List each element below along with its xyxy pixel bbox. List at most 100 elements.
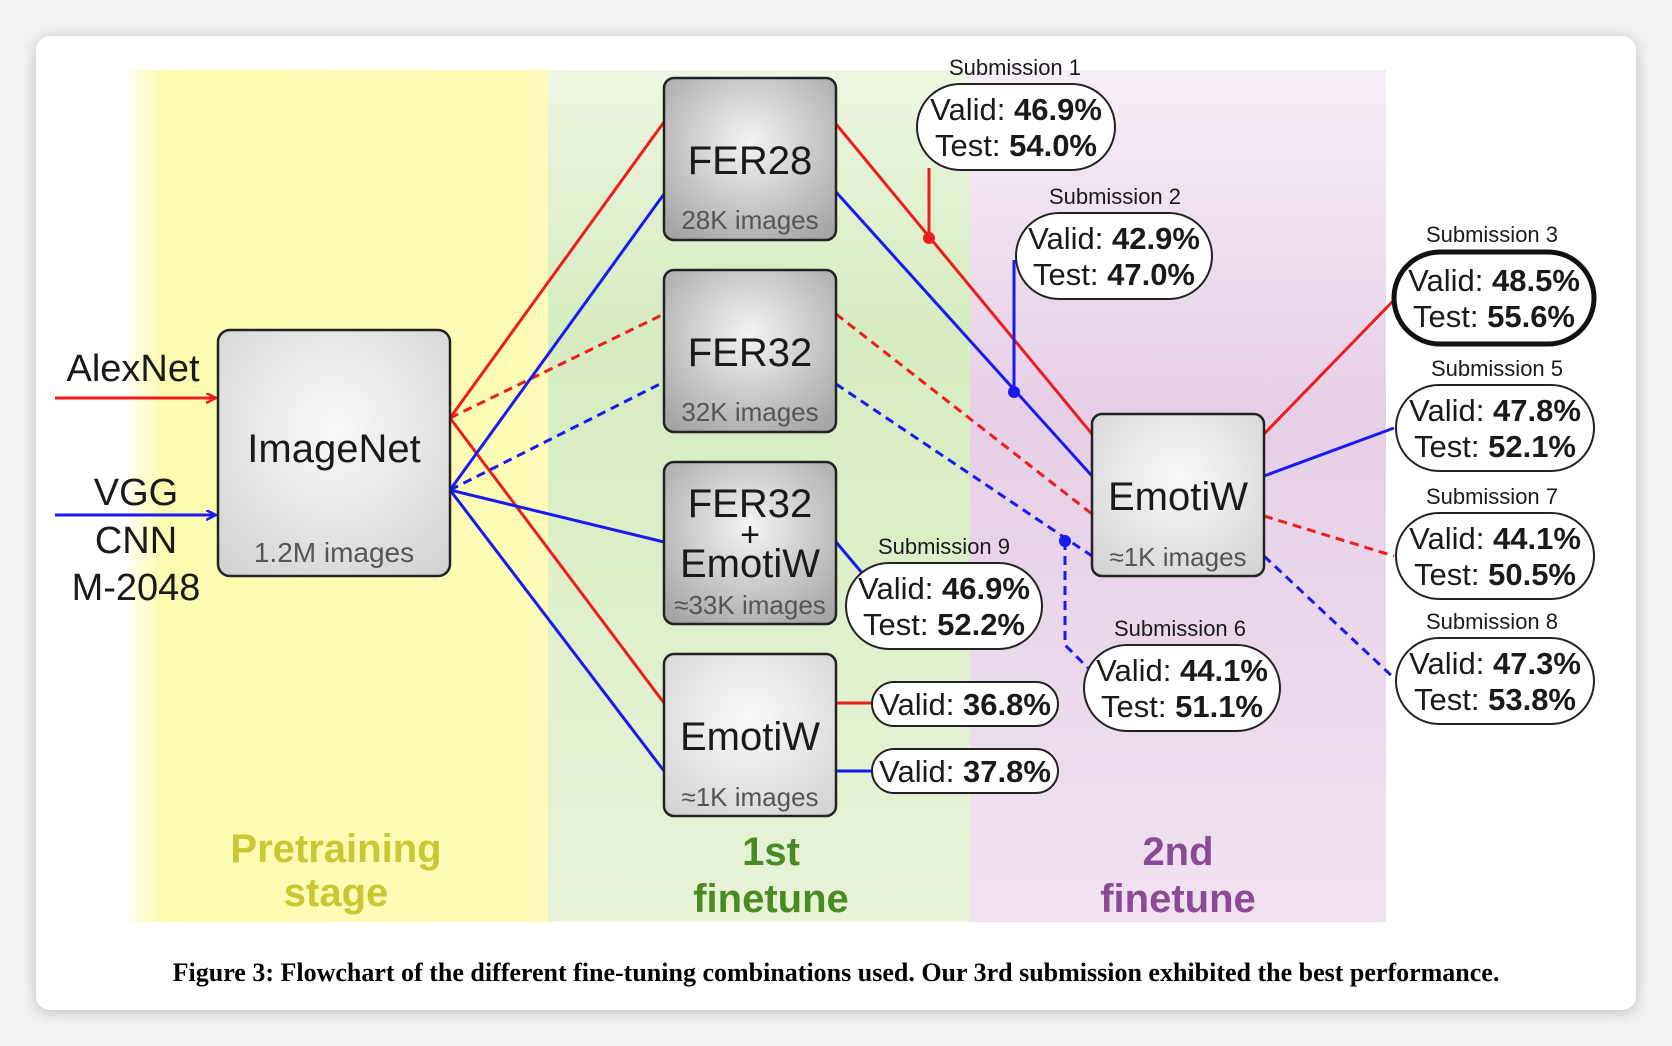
second-finetune-label-line2: finetune [1100,877,1256,921]
submission-6-label: Submission 6 [1114,616,1246,641]
submission-3-test-value: 55.6% [1487,299,1575,334]
submission-2-test-label: Test: [1033,257,1098,292]
connector-imagenet-fer32-red [449,312,665,420]
submission-9-test-label: Test: [863,607,928,642]
submission-2-label: Submission 2 [1049,184,1181,209]
svg-text:Test: 55.6%: Test: 55.6% [1413,299,1575,334]
submission-9-label: Submission 9 [878,534,1010,559]
submission-6-valid-value: 44.1% [1180,653,1268,688]
node-emotiw-second: EmotiW ≈1K images [1090,412,1266,578]
node-fer32: FER32 32K images [662,268,838,434]
fer32-emotiw-plus: + [740,516,760,554]
submission-5-valid-label: Valid: [1409,393,1484,428]
svg-text:Valid: 44.1%: Valid: 44.1% [1409,521,1581,556]
svg-text:Valid: 44.1%: Valid: 44.1% [1096,653,1268,688]
submission-5-test-label: Test: [1414,429,1479,464]
svg-text:Test: 50.5%: Test: 50.5% [1414,557,1576,592]
submission-8-label: Submission 8 [1426,609,1558,634]
fer28-subtitle: 28K images [681,205,818,235]
node-fer28: FER28 28K images [662,76,838,242]
connector-emotiw2-sub5 [1263,426,1395,478]
connector-emotiw2-sub3 [1262,298,1396,436]
svg-text:Test: 52.2%: Test: 52.2% [863,607,1025,642]
junction-dot-blue-dashed [1059,535,1071,547]
submission-1-label: Submission 1 [949,55,1081,80]
valid-badge-blue-value: 37.8% [963,754,1051,789]
svg-text:Test: 52.1%: Test: 52.1% [1414,429,1576,464]
connector-fer28-emotiw2-blue [834,190,1094,478]
connector-imagenet-emotiw-red [448,417,666,704]
imagenet-title: ImageNet [247,427,420,471]
submission-8-test-value: 53.8% [1488,682,1576,717]
submission-3: Submission 3 Valid: 48.5% Test: 55.6% [1391,222,1597,347]
pretraining-stage-label-line1: Pretraining [230,827,441,871]
connector-imagenet-emotiw-blue [448,489,666,772]
connector-imagenet-fer32-blue [449,380,665,492]
fer32-subtitle: 32K images [681,397,818,427]
submission-2-valid-value: 42.9% [1112,221,1200,256]
figure-caption: Figure 3: Flowchart of the different fin… [172,958,1500,987]
submission-1-test-label: Test: [935,128,1000,163]
node-imagenet: ImageNet 1.2M images [216,328,452,578]
imagenet-subtitle: 1.2M images [254,537,414,568]
connector-imagenet-fer28-red [448,121,666,419]
submission-6-valid-label: Valid: [1096,653,1171,688]
emotiw-first-subtitle: ≈1K images [681,782,818,812]
submission-7-label: Submission 7 [1426,484,1558,509]
submission-6-test-label: Test: [1101,689,1166,724]
svg-text:Valid: 37.8%: Valid: 37.8% [879,754,1051,789]
svg-text:Valid: 47.3%: Valid: 47.3% [1409,646,1581,681]
submission-3-valid-label: Valid: [1408,263,1483,298]
submission-9-test-value: 52.2% [937,607,1025,642]
submission-1-valid-label: Valid: [930,92,1005,127]
svg-text:Valid: 47.8%: Valid: 47.8% [1409,393,1581,428]
fer28-title: FER28 [688,139,813,183]
submission-5-label: Submission 5 [1431,356,1563,381]
junction-dot-red [923,232,935,244]
submission-2: Submission 2 Valid: 42.9% Test: 47.0% [1015,184,1213,300]
connector-fer32-emotiw2-red [835,312,1093,516]
fer32-title: FER32 [688,331,813,375]
submission-8: Submission 8 Valid: 47.3% Test: 53.8% [1395,609,1595,725]
svg-text:Test: 47.0%: Test: 47.0% [1033,257,1195,292]
submission6-tap [1063,541,1090,670]
first-finetune-label-line1: 1st [742,830,800,874]
node-emotiw-first: EmotiW ≈1K images [662,652,838,818]
svg-text:Valid: 46.9%: Valid: 46.9% [930,92,1102,127]
alexnet-label: AlexNet [66,348,199,390]
svg-text:Valid: 48.5%: Valid: 48.5% [1408,263,1580,298]
svg-text:Test: 51.1%: Test: 51.1% [1101,689,1263,724]
submission-9-valid-label: Valid: [858,571,933,606]
pretraining-stage-label-line2: stage [284,871,389,915]
valid-badge-blue: Valid: 37.8% [871,748,1059,794]
valid-badge-blue-label: Valid: [879,754,954,789]
submission-9: Submission 9 Valid: 46.9% Test: 52.2% [845,534,1043,650]
fer32-emotiw-line2: EmotiW [680,542,820,586]
svg-text:Valid: 36.8%: Valid: 36.8% [879,687,1051,722]
svg-text:Test: 53.8%: Test: 53.8% [1414,682,1576,717]
submission-7-test-label: Test: [1414,557,1479,592]
connector-imagenet-fer28-blue [448,193,666,491]
valid-badge-red-label: Valid: [879,687,954,722]
svg-text:Valid: 42.9%: Valid: 42.9% [1028,221,1200,256]
second-finetune-label-line1: 2nd [1142,830,1213,874]
submission-7-test-value: 50.5% [1488,557,1576,592]
submission-6-test-value: 51.1% [1175,689,1263,724]
emotiw-second-subtitle: ≈1K images [1109,542,1246,572]
junction-dot-blue [1008,386,1020,398]
connector-fer28-emotiw2-red [834,123,1094,435]
submission-3-valid-value: 48.5% [1492,263,1580,298]
first-finetune-label-line2: finetune [693,877,849,921]
submission-2-valid-label: Valid: [1028,221,1103,256]
valid-badge-red-value: 36.8% [963,687,1051,722]
submission-7-valid-label: Valid: [1409,521,1484,556]
submission-5: Submission 5 Valid: 47.8% Test: 52.1% [1395,356,1595,472]
submission-7: Submission 7 Valid: 44.1% Test: 50.5% [1395,484,1595,600]
submission-5-test-value: 52.1% [1488,429,1576,464]
submission-1-test-value: 54.0% [1009,128,1097,163]
submission-5-valid-value: 47.8% [1493,393,1581,428]
submission-2-test-value: 47.0% [1107,257,1195,292]
connector-emotiw2-sub7 [1263,514,1395,558]
submission-1: Submission 1 Valid: 46.9% Test: 54.0% [916,55,1116,171]
